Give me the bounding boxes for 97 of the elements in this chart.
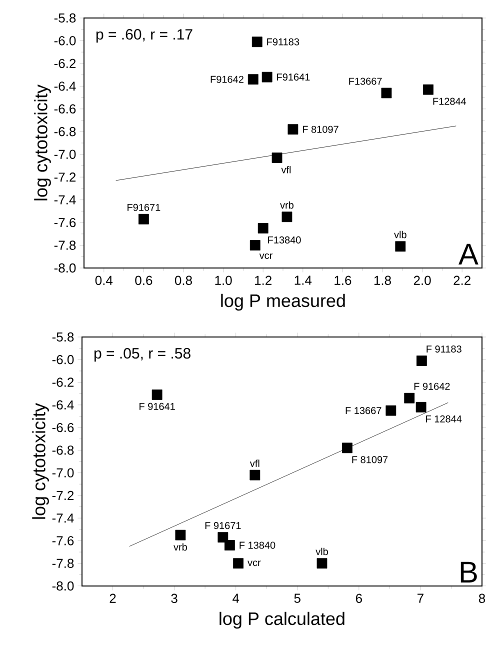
annotation: F91642 <box>210 76 244 83</box>
y-tick-label: -7.0 <box>54 150 76 159</box>
point <box>395 241 406 252</box>
y-tick-label: -5.8 <box>54 13 76 23</box>
annotation: vrb <box>280 201 294 209</box>
point <box>272 152 282 163</box>
point <box>252 36 262 48</box>
point <box>250 470 260 480</box>
y-axis-title: log cytotoxicity <box>32 403 49 519</box>
annotation: F 91671 <box>205 522 241 530</box>
y-tick-label: -6.2 <box>54 58 76 68</box>
point <box>282 212 292 222</box>
x-tick-label: 4 <box>232 594 240 603</box>
point <box>342 442 352 454</box>
annotation: F91641 <box>277 74 310 81</box>
x-tick-label: 0.8 <box>174 276 192 285</box>
point <box>416 402 426 412</box>
x-axis-title: log P measured <box>221 294 345 311</box>
x-tick-label: 3 <box>171 594 178 603</box>
annotation: F91183 <box>267 38 300 46</box>
x-tick-label: 8 <box>478 594 486 603</box>
y-tick-label: -6.0 <box>52 355 74 364</box>
annotation: vfl <box>281 166 291 174</box>
annotation: F 91641 <box>140 402 175 410</box>
point <box>138 214 149 224</box>
point <box>381 88 392 98</box>
y-tick-label: -7.4 <box>54 195 76 204</box>
y-tick-label: -5.8 <box>52 332 74 342</box>
annotation: vrb <box>174 543 187 551</box>
x-tick-label: 2.0 <box>414 276 431 285</box>
x-tick-label: 1.8 <box>374 276 391 285</box>
annotation: p = .60, r = .17 <box>96 29 192 43</box>
annotation: vcr <box>259 253 273 259</box>
x-axis-title: log P calculated <box>220 612 344 629</box>
annotation: vfl <box>250 460 260 467</box>
annotation: F 81097 <box>302 126 338 133</box>
y-tick-label: -6.4 <box>54 82 76 91</box>
point <box>423 84 434 95</box>
y-tick-label: -6.2 <box>52 378 74 387</box>
x-tick-label: 1.6 <box>334 276 352 285</box>
annotation: F91671 <box>128 204 160 211</box>
y-tick-label: -6.8 <box>54 127 76 136</box>
point <box>224 540 235 550</box>
point <box>316 558 328 569</box>
annotation: F 81097 <box>352 456 388 464</box>
y-tick-label: -6.0 <box>54 36 76 46</box>
annotation: B <box>460 562 477 582</box>
y-tick-label: -7.2 <box>52 490 74 500</box>
x-tick-label: 1.2 <box>255 276 272 285</box>
point <box>386 405 396 416</box>
annotation: F13667 <box>349 78 382 85</box>
annotation: F12844 <box>433 98 466 105</box>
x-tick-label: 2 <box>110 594 116 603</box>
annotation: F 91642 <box>414 382 450 390</box>
annotation: vcr <box>248 560 261 566</box>
x-tick-label: 5 <box>294 594 300 603</box>
point <box>404 392 415 404</box>
point <box>152 390 162 400</box>
point <box>218 532 228 543</box>
annotation: F 91183 <box>426 345 462 353</box>
x-tick-label: 0.4 <box>95 276 113 285</box>
x-tick-label: 0.6 <box>135 276 152 285</box>
point <box>248 74 258 85</box>
y-tick-label: -6.4 <box>52 400 74 410</box>
annotation: vlb <box>394 230 406 238</box>
y-tick-label: -6.6 <box>52 422 74 432</box>
annotation: F 13840 <box>240 542 276 549</box>
y-tick-label: -8.0 <box>54 263 76 273</box>
y-tick-label: -6.8 <box>52 446 74 455</box>
annotation: F 12844 <box>426 415 462 422</box>
point <box>175 530 186 540</box>
annotation: F 13667 <box>346 407 382 414</box>
y-tick-label: -6.6 <box>54 104 76 114</box>
x-tick-label: 7 <box>418 594 424 603</box>
y-tick-label: -7.0 <box>52 468 74 478</box>
point <box>262 72 272 82</box>
annotation: A <box>458 244 478 264</box>
point <box>288 124 298 135</box>
y-tick-label: -7.8 <box>54 240 76 250</box>
y-tick-label: -7.4 <box>52 514 74 523</box>
y-tick-label: -8.0 <box>52 581 74 591</box>
y-tick-label: -7.6 <box>54 218 76 228</box>
x-tick-label: 1.4 <box>294 276 312 285</box>
annotation: p = .05, r = .58 <box>94 348 190 362</box>
annotation: vlb <box>316 548 328 556</box>
point <box>258 223 268 234</box>
x-tick-label: 1.0 <box>215 276 232 285</box>
point <box>250 240 260 250</box>
annotation: F13840 <box>268 236 301 244</box>
y-tick-label: -7.2 <box>54 172 76 182</box>
point <box>416 356 427 366</box>
x-tick-label: 6 <box>356 594 362 603</box>
x-tick-label: 2.2 <box>454 276 470 285</box>
y-tick-label: -7.8 <box>52 558 74 568</box>
point <box>233 558 244 569</box>
y-axis-title: log cytotoxicity <box>34 84 51 200</box>
y-tick-label: -7.6 <box>52 536 74 546</box>
